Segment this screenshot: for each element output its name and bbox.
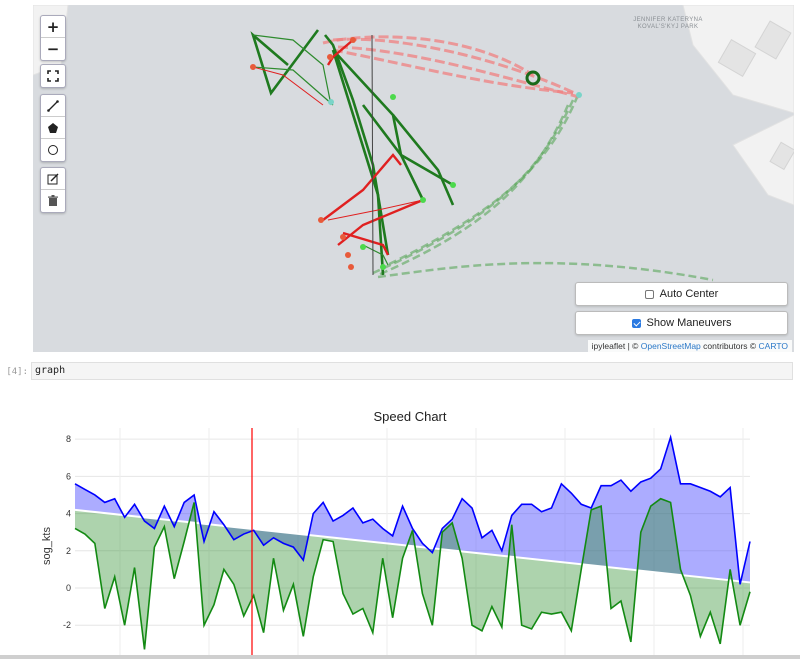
draw-polygon-button[interactable] [41,117,65,139]
zoom-out-button[interactable]: − [46,40,60,58]
code-cell[interactable]: graph [31,362,793,380]
track-red-thin [252,66,424,221]
auto-center-toggle[interactable]: Auto Center [575,282,788,306]
trash-icon [48,195,58,206]
edit-layers-button[interactable] [41,168,65,190]
show-maneuvers-label: Show Maneuvers [646,317,732,329]
y-tick-label: -2 [63,620,71,630]
circle-icon [48,145,58,155]
chart-title: Speed Chart [373,409,447,424]
series-area-1 [75,437,750,585]
chart-grid [75,428,750,655]
chart-ticks: -2 0 2 4 6 8 [63,434,71,630]
auto-center-checkbox[interactable] [644,289,654,299]
chart-lines [74,428,751,655]
cell-code[interactable]: graph [35,365,66,376]
y-tick-label: 4 [66,509,71,519]
series-line-2 [74,497,751,650]
delete-layers-button[interactable] [41,190,65,212]
y-tick-label: 6 [66,471,71,481]
edit-toolbar [40,167,66,213]
show-maneuvers-checkbox[interactable] [631,318,641,328]
track-green-solid [250,29,455,276]
show-maneuvers-toggle[interactable]: Show Maneuvers [575,311,788,335]
draw-toolbar [40,94,66,162]
draw-circle-button[interactable] [41,139,65,161]
boat-position-marker[interactable] [525,70,541,86]
zoom-control: + − [40,15,66,61]
auto-center-label: Auto Center [659,288,719,300]
map-cursor-line [371,34,374,276]
series-area-2 [75,498,750,650]
horizontal-scrollbar[interactable] [0,655,800,659]
cell-prompt: [4]: [6,367,28,377]
fullscreen-control [40,64,66,88]
map-buildings [717,20,794,171]
attribution-contrib: contributors © [700,341,759,351]
attribution-sep: | © [625,341,641,351]
y-tick-label: 2 [66,546,71,556]
polyline-icon [47,99,59,112]
track-green-thin [252,34,389,266]
osm-link[interactable]: OpenStreetMap [640,341,701,351]
carto-link[interactable]: CARTO [758,341,788,351]
track-green-dashed [372,94,714,282]
fullscreen-button[interactable] [41,65,65,87]
map-widget[interactable]: JENNIFER KATERYNA KOVAL'S'KYJ PARK + − [33,5,794,352]
polygon-icon [48,122,58,133]
fullscreen-icon [47,70,59,82]
edit-icon [47,173,59,184]
track-red-dashed [322,35,580,99]
map-attribution: ipyleaflet | © OpenStreetMap contributor… [587,340,792,352]
attribution-ipyleaflet: ipyleaflet [591,341,626,351]
map-canvas[interactable] [33,5,794,352]
chart-areas [75,437,750,650]
y-tick-label: 8 [66,434,71,444]
maneuver-markers[interactable] [250,37,582,270]
park-label: JENNIFER KATERYNA KOVAL'S'KYJ PARK [633,17,703,30]
zoom-in-button[interactable]: + [41,16,65,38]
y-tick-label: 0 [66,583,71,593]
draw-polyline-button[interactable] [41,95,65,117]
series-line-1 [74,434,751,585]
